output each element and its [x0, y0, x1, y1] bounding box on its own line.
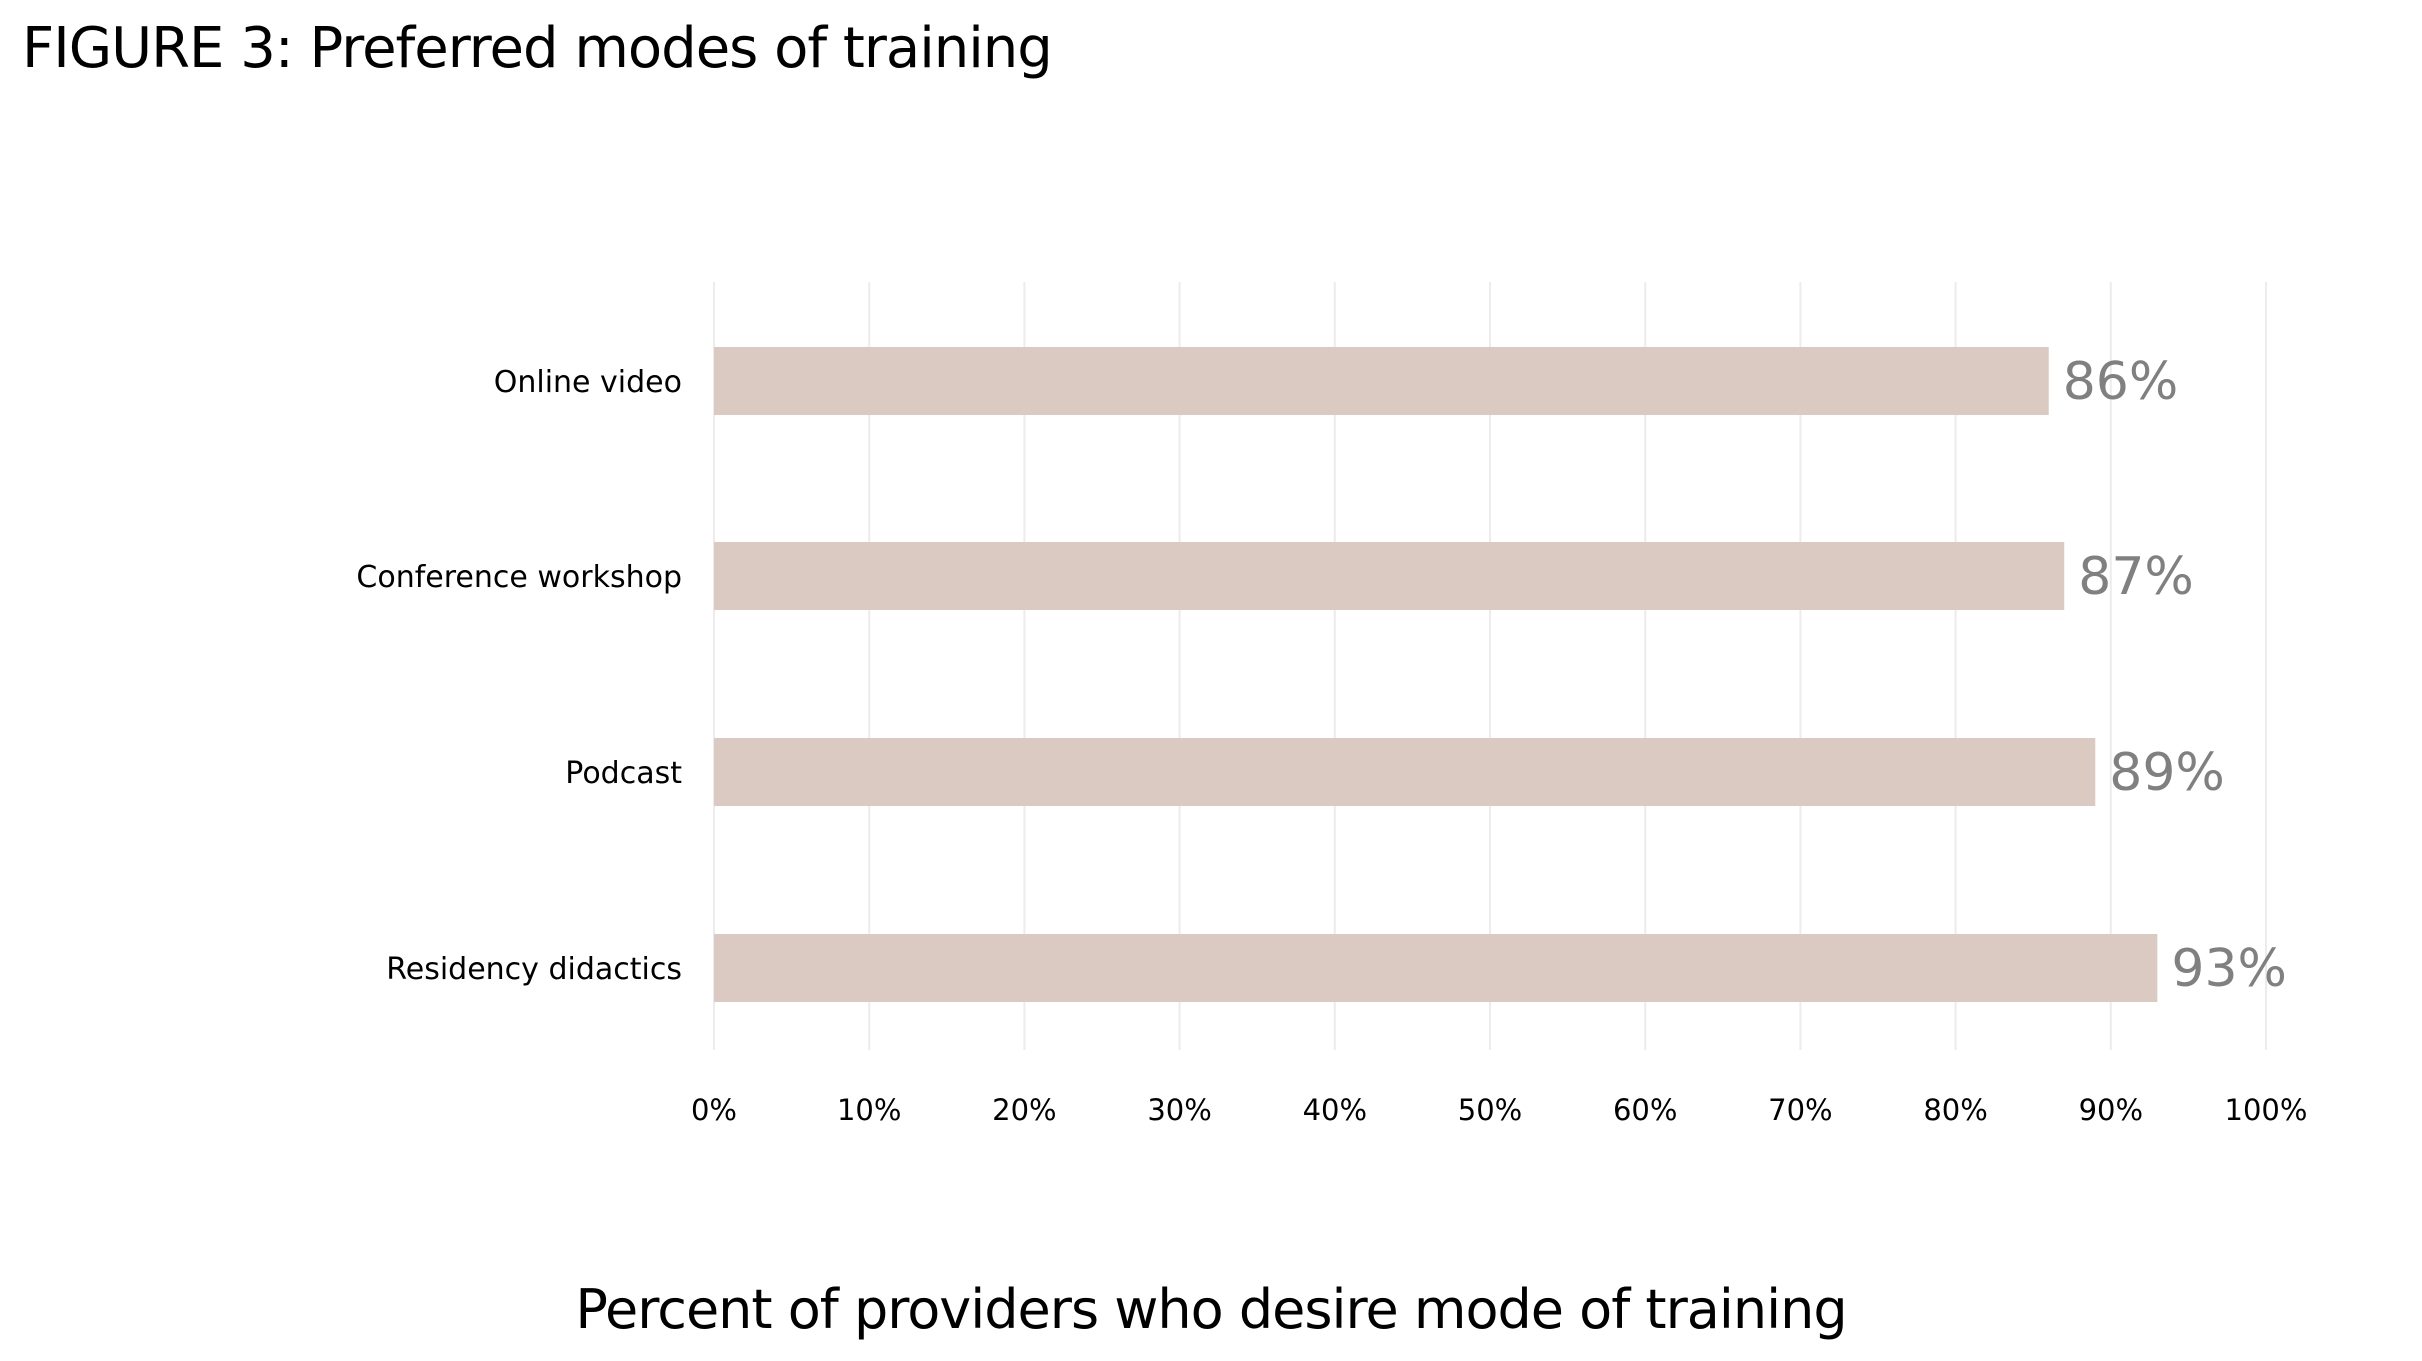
x-tick-label: 30% [1147, 1093, 1211, 1127]
x-tick-label: 90% [2079, 1093, 2143, 1127]
bars [714, 347, 2158, 1002]
x-tick-label: 70% [1768, 1093, 1832, 1127]
x-tick-label: 20% [992, 1093, 1056, 1127]
x-tick-label: 100% [2225, 1093, 2308, 1127]
category-label: Online video [494, 365, 682, 400]
x-tick-label: 50% [1458, 1093, 1522, 1127]
value-label: 86% [2063, 352, 2179, 412]
category-label: Conference workshop [356, 560, 682, 595]
x-tick-label: 10% [837, 1093, 901, 1127]
bar [714, 738, 2096, 806]
bar [714, 934, 2158, 1002]
x-tick-label: 60% [1613, 1093, 1677, 1127]
x-tick-label: 40% [1303, 1093, 1367, 1127]
figure-title: FIGURE 3: Preferred modes of training [22, 16, 1053, 81]
x-tick-label: 80% [1923, 1093, 1987, 1127]
category-labels: Online video Conference workshop Podcast Re… [356, 365, 682, 987]
value-labels: 86% 87% 89% 93% [2063, 352, 2287, 999]
x-axis-label: Percent of providers who desire mode of … [575, 1278, 1847, 1341]
x-tick-label: 0% [691, 1093, 737, 1127]
x-tick-labels: 0% 10% 20% 30% 40% 50% 60% 70% 80% 90% 100% [691, 1093, 2307, 1127]
category-label: Residency didactics [386, 952, 682, 987]
value-label: 89% [2109, 743, 2225, 803]
value-label: 87% [2078, 547, 2194, 607]
bar [714, 542, 2065, 610]
value-label: 93% [2171, 939, 2287, 999]
category-label: Podcast [565, 756, 682, 791]
bar [714, 347, 2049, 415]
